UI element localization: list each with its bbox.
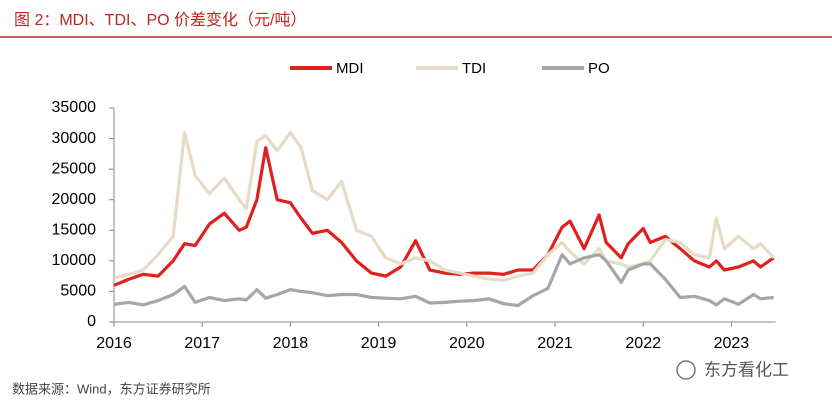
series-line	[113, 253, 774, 308]
y-tick-label: 10000	[52, 252, 97, 269]
y-tick-label: 30000	[52, 130, 97, 147]
series-line	[113, 130, 775, 282]
y-tick-label: 0	[87, 313, 96, 330]
y-tick-label: 25000	[52, 160, 97, 177]
y-tick-label: 15000	[52, 222, 97, 239]
chart-title: 图 2：MDI、TDI、PO 价差变化（元/吨）	[14, 11, 306, 29]
source-note: 数据来源：Wind，东方证券研究所	[12, 381, 211, 396]
x-tick-label: 2016	[96, 335, 132, 352]
x-tick-label: 2020	[449, 335, 485, 352]
x-tick-label: 2017	[184, 335, 220, 352]
watermark: 东方看化工	[704, 360, 789, 379]
watermark-icon	[676, 360, 696, 380]
y-tick-label: 5000	[60, 283, 96, 300]
x-tick-label: 2023	[714, 335, 750, 352]
x-tick-label: 2022	[625, 335, 661, 352]
legend-label: TDI	[462, 60, 486, 77]
legend-label: MDI	[336, 60, 364, 77]
y-tick-label: 35000	[52, 99, 97, 116]
x-tick-label: 2018	[273, 335, 309, 352]
x-tick-label: 2021	[537, 335, 573, 352]
legend-label: PO	[588, 60, 610, 77]
y-tick-label: 20000	[52, 191, 97, 208]
series-line	[113, 146, 775, 287]
x-tick-label: 2019	[361, 335, 397, 352]
